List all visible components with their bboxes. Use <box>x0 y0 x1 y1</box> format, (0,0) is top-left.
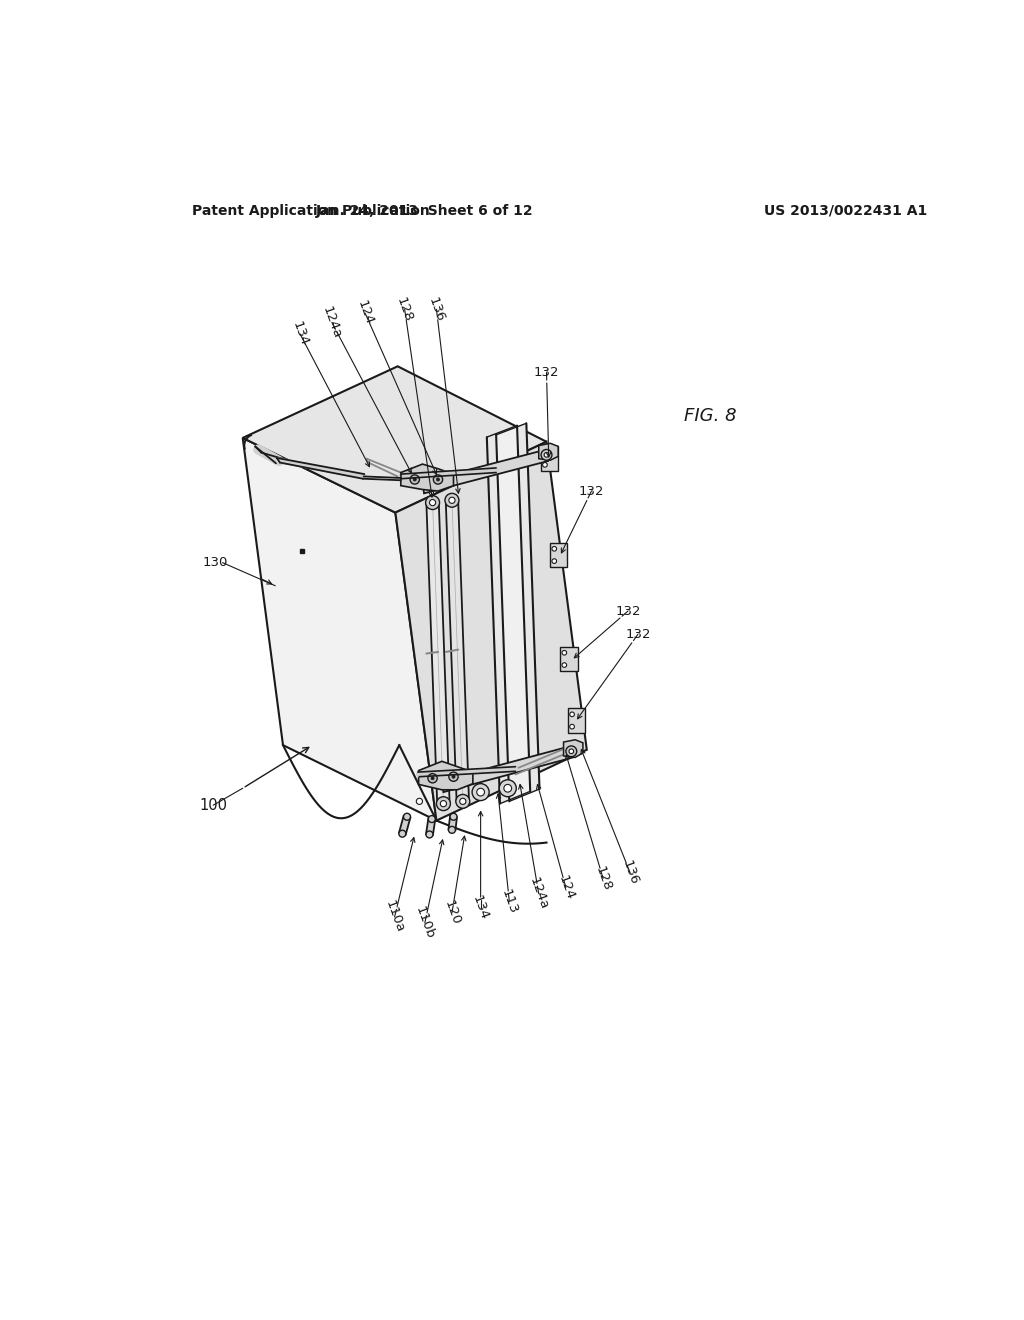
Polygon shape <box>400 465 454 491</box>
Polygon shape <box>496 425 530 801</box>
Text: 134: 134 <box>290 319 310 348</box>
Text: 136: 136 <box>620 859 641 887</box>
Polygon shape <box>419 762 473 789</box>
Circle shape <box>552 558 557 564</box>
Circle shape <box>410 475 420 484</box>
Polygon shape <box>423 449 548 494</box>
Text: FIG. 8: FIG. 8 <box>684 408 737 425</box>
Circle shape <box>426 495 439 510</box>
Circle shape <box>417 799 423 804</box>
Polygon shape <box>243 438 436 821</box>
Text: 132: 132 <box>579 484 604 498</box>
FancyBboxPatch shape <box>550 543 567 568</box>
Polygon shape <box>486 424 540 804</box>
Polygon shape <box>399 816 411 834</box>
Text: 113: 113 <box>499 887 520 916</box>
Circle shape <box>456 795 470 808</box>
Circle shape <box>452 775 455 779</box>
Circle shape <box>428 774 437 783</box>
Circle shape <box>552 546 557 552</box>
Polygon shape <box>563 739 583 758</box>
Circle shape <box>445 494 459 507</box>
Circle shape <box>562 663 566 668</box>
Text: 128: 128 <box>394 296 415 323</box>
Circle shape <box>566 746 577 756</box>
Circle shape <box>450 813 457 820</box>
Text: 110b: 110b <box>413 906 436 941</box>
Text: 124a: 124a <box>319 305 344 341</box>
Circle shape <box>445 494 458 507</box>
Circle shape <box>403 813 411 820</box>
Circle shape <box>569 711 574 717</box>
Polygon shape <box>449 816 457 830</box>
Circle shape <box>457 795 469 808</box>
Circle shape <box>449 826 456 833</box>
Circle shape <box>431 776 434 780</box>
Polygon shape <box>243 367 547 512</box>
Text: US 2013/0022431 A1: US 2013/0022431 A1 <box>764 203 927 218</box>
Circle shape <box>569 748 573 754</box>
Circle shape <box>399 830 406 837</box>
Circle shape <box>504 784 512 792</box>
Text: 110a: 110a <box>383 899 407 935</box>
Circle shape <box>436 478 439 480</box>
Circle shape <box>437 797 450 809</box>
Polygon shape <box>539 444 558 461</box>
Text: 130: 130 <box>202 556 227 569</box>
Polygon shape <box>442 746 572 792</box>
Polygon shape <box>426 503 450 804</box>
Text: 128: 128 <box>593 865 613 892</box>
FancyBboxPatch shape <box>541 446 558 471</box>
Text: Patent Application Publication: Patent Application Publication <box>191 203 429 218</box>
FancyBboxPatch shape <box>560 647 578 671</box>
Circle shape <box>544 453 549 457</box>
Circle shape <box>414 478 417 480</box>
Circle shape <box>472 784 489 800</box>
Circle shape <box>429 499 435 506</box>
Circle shape <box>541 450 552 461</box>
Circle shape <box>426 496 438 508</box>
Circle shape <box>449 772 458 781</box>
Text: 132: 132 <box>626 628 650 640</box>
Circle shape <box>500 780 516 797</box>
Text: 124: 124 <box>354 300 376 327</box>
Polygon shape <box>426 818 435 836</box>
Circle shape <box>543 462 547 467</box>
FancyBboxPatch shape <box>568 708 586 733</box>
Circle shape <box>436 797 451 810</box>
Text: 136: 136 <box>426 296 446 323</box>
Circle shape <box>569 725 574 729</box>
Circle shape <box>449 498 455 503</box>
Circle shape <box>428 816 435 822</box>
Text: Jan. 24, 2013  Sheet 6 of 12: Jan. 24, 2013 Sheet 6 of 12 <box>316 203 534 218</box>
Circle shape <box>426 832 433 838</box>
Circle shape <box>460 799 466 804</box>
Text: 132: 132 <box>534 366 559 379</box>
Circle shape <box>477 788 484 796</box>
Text: 100: 100 <box>200 797 227 813</box>
Text: 120: 120 <box>441 899 463 927</box>
Text: 134: 134 <box>470 894 492 921</box>
Text: 132: 132 <box>615 605 641 618</box>
Circle shape <box>433 475 442 484</box>
Circle shape <box>440 800 446 807</box>
Polygon shape <box>445 500 469 801</box>
Text: 124: 124 <box>555 874 577 902</box>
Text: 124a: 124a <box>527 875 551 912</box>
Polygon shape <box>395 442 587 821</box>
Circle shape <box>543 450 547 455</box>
Circle shape <box>562 651 566 655</box>
